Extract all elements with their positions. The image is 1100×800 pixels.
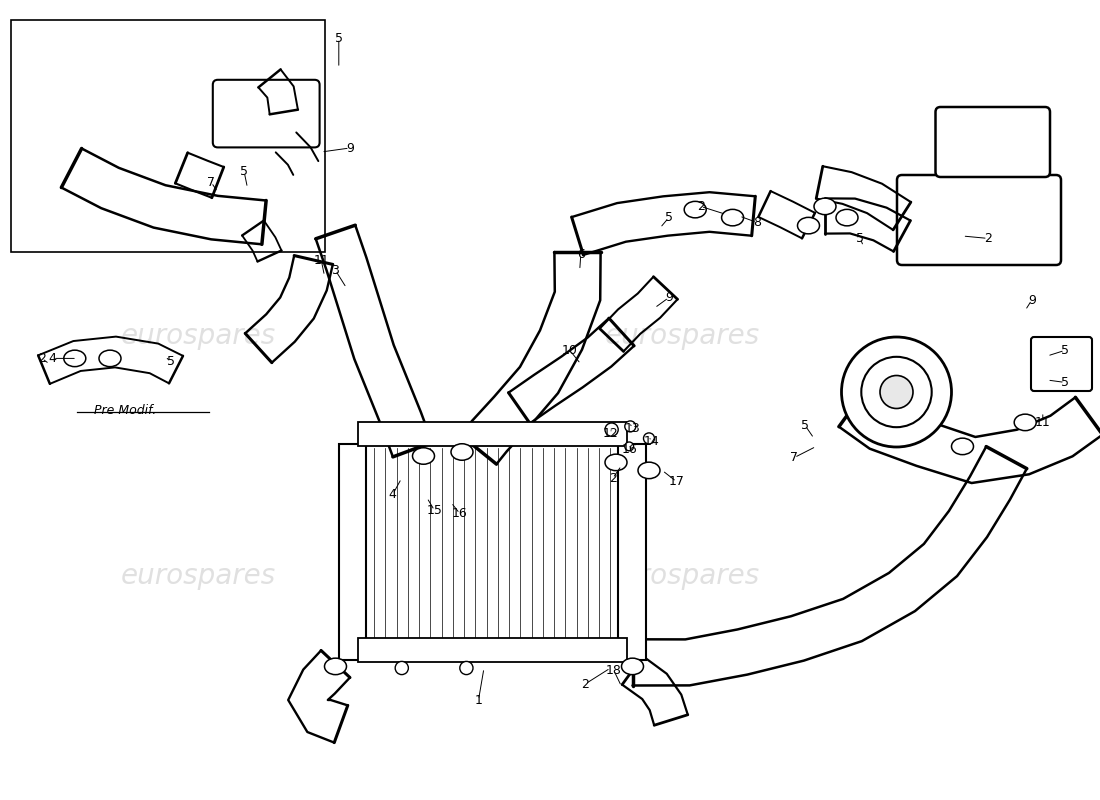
Ellipse shape	[99, 350, 121, 366]
Text: eurospares: eurospares	[120, 562, 276, 590]
Text: 5: 5	[664, 211, 673, 224]
Ellipse shape	[324, 658, 346, 674]
Ellipse shape	[621, 658, 643, 674]
Text: eurospares: eurospares	[120, 322, 276, 350]
Text: 16: 16	[621, 443, 637, 456]
Text: 12: 12	[603, 427, 618, 440]
Ellipse shape	[814, 198, 836, 214]
Text: Pre Modif.: Pre Modif.	[94, 404, 156, 417]
Text: 10: 10	[562, 344, 578, 357]
Ellipse shape	[722, 210, 744, 226]
Text: eurospares: eurospares	[604, 562, 760, 590]
Text: 9: 9	[664, 291, 673, 304]
Circle shape	[644, 433, 654, 444]
Text: 2: 2	[581, 678, 590, 690]
Text: 2: 2	[983, 232, 992, 245]
Bar	[618, 444, 646, 660]
Circle shape	[880, 375, 913, 409]
Ellipse shape	[836, 210, 858, 226]
Text: 14: 14	[644, 435, 659, 448]
Text: 5: 5	[856, 232, 865, 245]
Text: 9: 9	[345, 142, 354, 154]
Text: 4: 4	[48, 352, 57, 365]
Text: 9: 9	[1027, 294, 1036, 306]
Text: 7: 7	[790, 451, 799, 464]
Text: 1: 1	[474, 694, 483, 706]
Text: 5: 5	[240, 166, 249, 178]
Text: 11: 11	[1035, 416, 1050, 429]
Text: 11: 11	[314, 254, 329, 266]
Text: 5: 5	[1060, 344, 1069, 357]
FancyBboxPatch shape	[896, 175, 1062, 265]
Ellipse shape	[412, 448, 434, 464]
Text: 5: 5	[801, 419, 810, 432]
Circle shape	[861, 357, 932, 427]
FancyBboxPatch shape	[935, 107, 1050, 177]
Circle shape	[395, 662, 408, 674]
Circle shape	[627, 661, 638, 672]
Text: 5: 5	[166, 355, 175, 368]
Ellipse shape	[1014, 414, 1036, 430]
Circle shape	[605, 423, 618, 436]
Text: 2: 2	[696, 200, 705, 213]
Text: 5: 5	[334, 32, 343, 45]
Ellipse shape	[64, 350, 86, 366]
Ellipse shape	[684, 202, 706, 218]
Ellipse shape	[451, 444, 473, 460]
Text: 3: 3	[331, 264, 340, 277]
Circle shape	[625, 421, 636, 432]
Text: eurospares: eurospares	[604, 322, 760, 350]
Circle shape	[842, 337, 952, 447]
Text: 5: 5	[1060, 376, 1069, 389]
Text: 6: 6	[576, 248, 585, 261]
FancyBboxPatch shape	[1031, 337, 1092, 391]
Bar	[11, 20, 324, 252]
Text: 8: 8	[752, 216, 761, 229]
Text: 2: 2	[608, 472, 617, 485]
Bar	[358, 638, 627, 662]
Ellipse shape	[605, 454, 627, 470]
Bar	[358, 422, 627, 446]
Text: 15: 15	[427, 504, 442, 517]
Text: 17: 17	[669, 475, 684, 488]
Text: 16: 16	[452, 507, 468, 520]
Bar	[339, 444, 366, 660]
Text: 4: 4	[388, 488, 397, 501]
Text: 18: 18	[606, 664, 621, 677]
Ellipse shape	[798, 218, 820, 234]
Circle shape	[625, 442, 634, 451]
Text: 13: 13	[625, 422, 640, 434]
Text: 7: 7	[207, 176, 216, 189]
Ellipse shape	[952, 438, 974, 454]
Text: 2: 2	[37, 352, 46, 365]
Ellipse shape	[638, 462, 660, 478]
Circle shape	[460, 662, 473, 674]
Bar	[363, 444, 622, 660]
FancyBboxPatch shape	[212, 80, 320, 147]
